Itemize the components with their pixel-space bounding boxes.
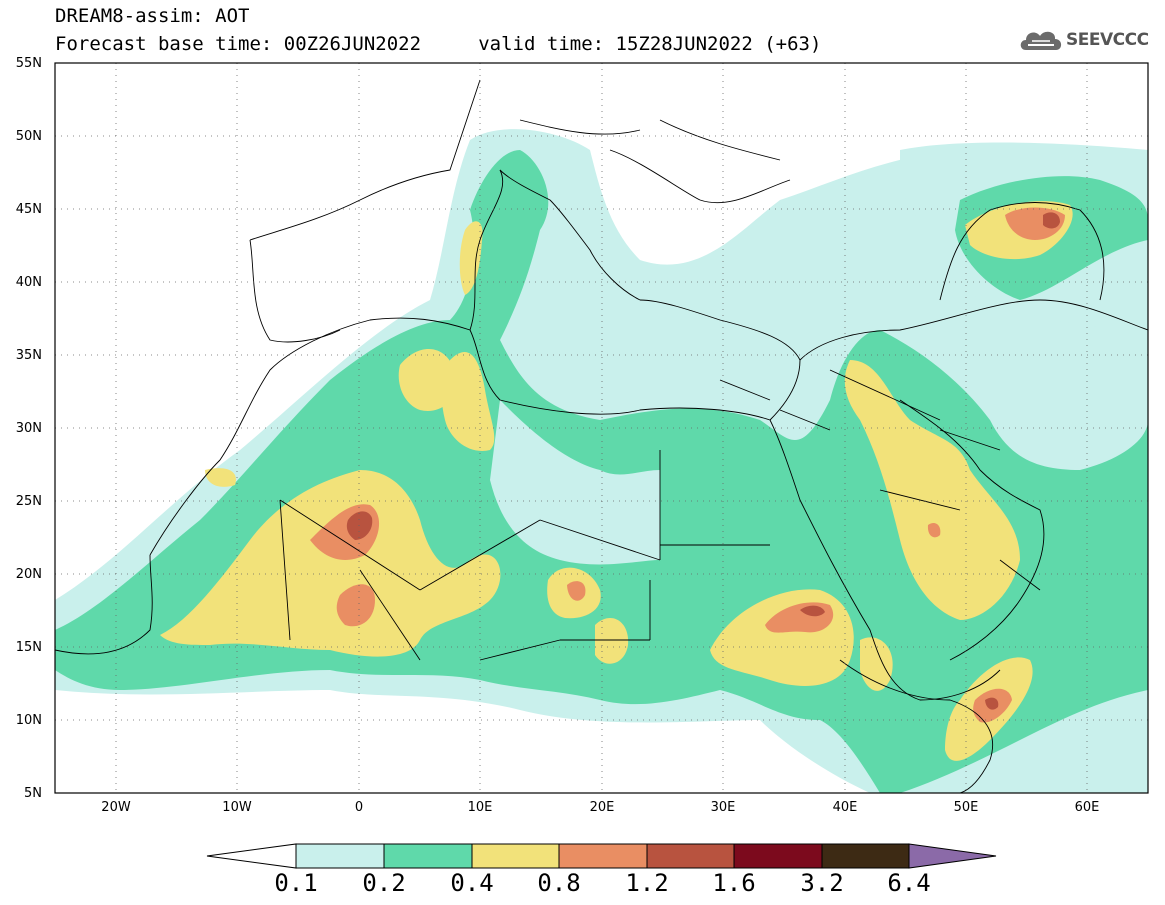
lat-label-55n: 55N (15, 56, 42, 71)
lat-label-35n: 35N (15, 348, 42, 363)
coastlines (55, 79, 1148, 793)
aot-level-5-fill (346, 212, 1060, 710)
cloud-icon (1020, 31, 1062, 50)
colorbar-label-1-6: 1.6 (712, 869, 756, 897)
colorbar-box-6 (733, 843, 823, 869)
aot-level-4-fill (310, 207, 1065, 723)
lon-label-10w: 10W (222, 800, 252, 815)
lon-label-50e: 50E (953, 800, 979, 815)
lon-label-0: 0 (354, 800, 364, 815)
lat-label-15n: 15N (15, 640, 42, 655)
colorbar-label-0-8: 0.8 (537, 869, 581, 897)
colorbar-box-7 (821, 843, 910, 869)
lat-label-45n: 45N (15, 202, 42, 217)
colorbar (206, 843, 997, 869)
colorbar-under-triangle (206, 843, 297, 869)
lon-label-20w: 20W (101, 800, 131, 815)
lon-label-20e: 20E (589, 800, 615, 815)
colorbar-label-1-2: 1.2 (625, 869, 669, 897)
colorbar-box-1 (295, 843, 385, 869)
colorbar-label-6-4: 6.4 (887, 869, 931, 897)
lat-label-20n: 20N (15, 567, 42, 582)
map-title: DREAM8-assim: AOT (55, 5, 250, 27)
colorbar-box-5 (646, 843, 735, 869)
lat-label-30n: 30N (15, 421, 42, 436)
lat-label-10n: 10N (15, 713, 42, 728)
lon-label-60e: 60E (1074, 800, 1100, 815)
lat-label-25n: 25N (15, 494, 42, 509)
colorbar-box-2 (383, 843, 473, 869)
logo-text: SEEVCCC (1066, 30, 1149, 50)
lat-label-50n: 50N (15, 129, 42, 144)
forecast-time-line: Forecast base time: 00Z26JUN2022 valid t… (55, 33, 822, 55)
lon-label-40e: 40E (832, 800, 858, 815)
colorbar-label-0-1: 0.1 (274, 869, 318, 897)
colorbar-label-0-2: 0.2 (362, 869, 406, 897)
colorbar-label-3-2: 3.2 (800, 869, 844, 897)
map-frame (54, 62, 1149, 794)
colorbar-over-triangle (908, 843, 997, 869)
lat-label-5n: 5N (24, 786, 42, 801)
colorbar-box-4 (558, 843, 648, 869)
aot-contours (55, 129, 1148, 793)
colorbar-label-0-4: 0.4 (450, 869, 494, 897)
lon-label-10e: 10E (467, 800, 493, 815)
seevccc-logo: SEEVCCC (1018, 26, 1153, 56)
colorbar-box-3 (471, 843, 560, 869)
gridlines (55, 63, 1148, 793)
lon-label-30e: 30E (710, 800, 736, 815)
aot-level-3-fill (160, 201, 1073, 761)
lat-label-40n: 40N (15, 275, 42, 290)
